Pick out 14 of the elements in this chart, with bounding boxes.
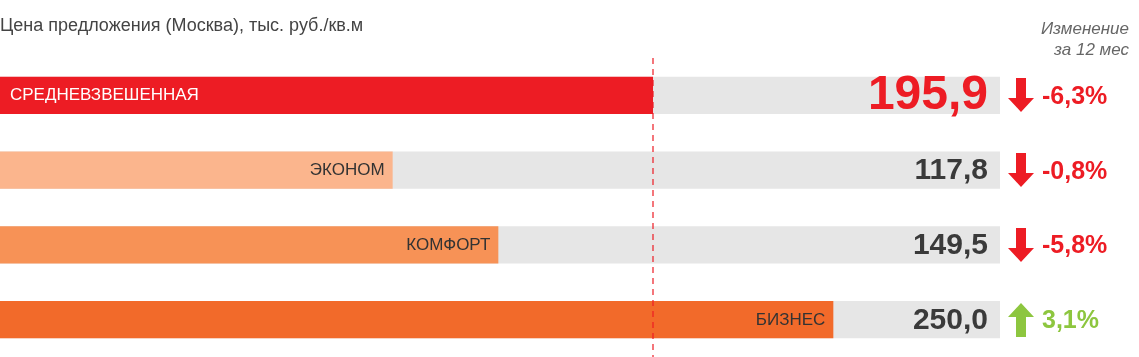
y-tick-label: БИЗНЕС — [755, 309, 826, 329]
text: -0,8% — [1042, 155, 1108, 185]
text: 3,1% — [1042, 305, 1099, 335]
data-label: 195,9 — [867, 66, 988, 120]
text: -6,3% — [1042, 80, 1108, 110]
text: -5,8% — [1042, 230, 1108, 260]
chart-title: Цена предложения (Москва), тыс. руб./кв.м — [0, 15, 364, 36]
text: Изменение за 12 мес — [1039, 18, 1129, 60]
y-tick-label: КОМФОРТ — [406, 234, 491, 254]
y-tick-label: СРЕДНЕВЗВЕШЕННАЯ — [10, 85, 199, 105]
data-label: 117,8 — [914, 152, 988, 186]
data-label: 149,5 — [912, 226, 988, 260]
y-tick-label: ЭКОНОМ — [309, 160, 385, 180]
data-label: 250,0 — [912, 301, 988, 335]
